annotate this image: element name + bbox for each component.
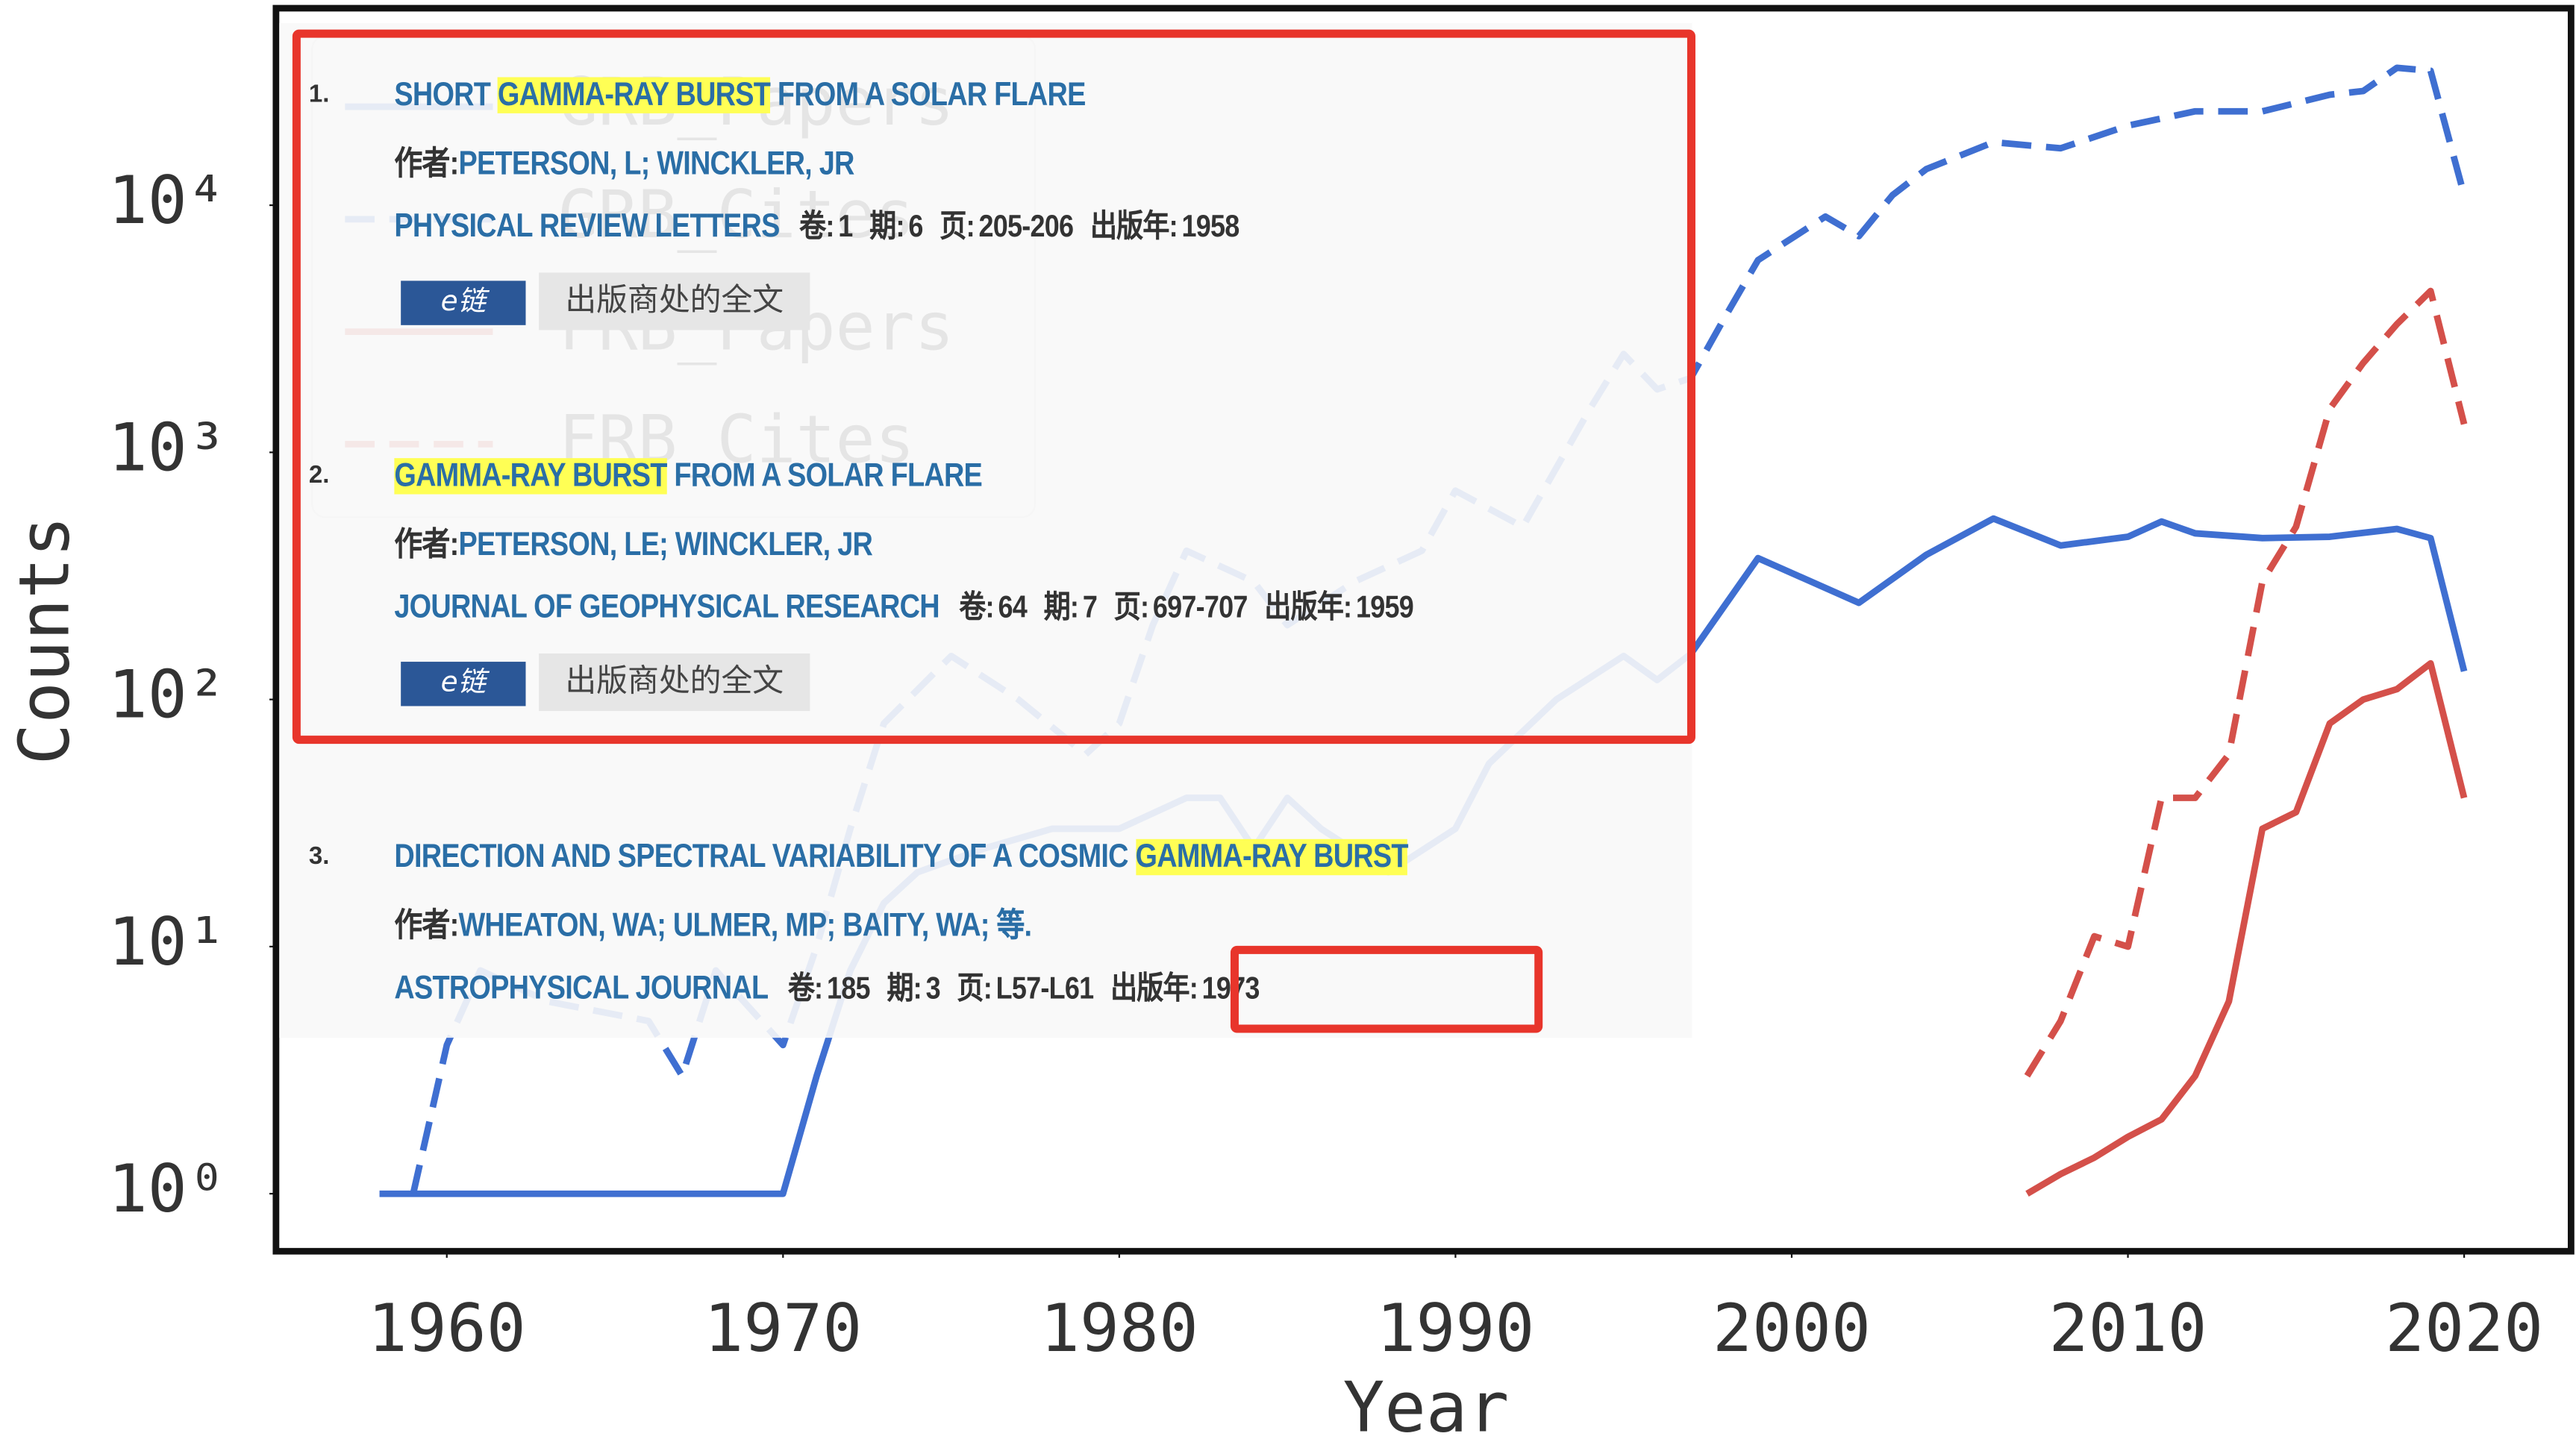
y-tick-label: 10¹ <box>108 903 227 980</box>
series-line <box>2027 663 2464 1194</box>
y-tick-label: 10³ <box>108 409 227 486</box>
x-tick-label: 2010 <box>2049 1290 2207 1367</box>
title-segment: DIRECTION AND SPECTRAL VARIABILITY OF A … <box>394 839 1135 875</box>
highlight-box <box>1231 946 1542 1033</box>
volume-label: 卷: <box>788 972 822 1006</box>
x-tick-label: 2000 <box>1713 1290 1871 1367</box>
issue: 3 <box>926 972 940 1006</box>
series-line <box>2027 291 2464 1076</box>
y-axis-label: Counts <box>4 515 84 765</box>
x-tick-label: 2020 <box>2385 1290 2543 1367</box>
x-tick-label: 1990 <box>1376 1290 1534 1367</box>
pages: L57-L61 <box>996 972 1094 1006</box>
x-tick-label: 1960 <box>368 1290 526 1367</box>
x-tick-label: 1980 <box>1040 1290 1198 1367</box>
year-label: 出版年: <box>1110 972 1198 1006</box>
result-authors: 作者:WHEATON, WA; ULMER, MP; BAITY, WA; 等. <box>394 905 1031 947</box>
result-title[interactable]: DIRECTION AND SPECTRAL VARIABILITY OF A … <box>394 836 1407 878</box>
issue-label: 期: <box>887 972 921 1006</box>
y-tick-label: 10⁴ <box>108 162 227 239</box>
y-tick-label: 10⁰ <box>108 1150 227 1227</box>
result-number: 3. <box>309 842 330 870</box>
volume: 185 <box>827 972 870 1006</box>
page: {"chart_data": {"type": "line", "x_label… <box>0 0 2576 1445</box>
result-source: ASTROPHYSICAL JOURNAL 卷:185 期:3 页:L57-L61 出版… <box>394 967 1276 1009</box>
journal: ASTROPHYSICAL JOURNAL <box>394 971 768 1006</box>
authors-label: 作者: <box>394 908 458 944</box>
screenshot: Year Counts 10⁰ 10¹ 10² 10³ 10⁴ 1960 1970 1980 1… <box>0 0 2576 1445</box>
y-tick-label: 10² <box>108 656 227 733</box>
x-tick-label: 1970 <box>704 1290 862 1367</box>
pages-label: 页: <box>957 972 992 1006</box>
x-axis-label: Year <box>1343 1367 1510 1445</box>
authors: WHEATON, WA; ULMER, MP; BAITY, WA; 等. <box>458 908 1031 944</box>
title-segment: GAMMA-RAY BURST <box>1136 839 1408 875</box>
highlight-box <box>293 30 1695 744</box>
